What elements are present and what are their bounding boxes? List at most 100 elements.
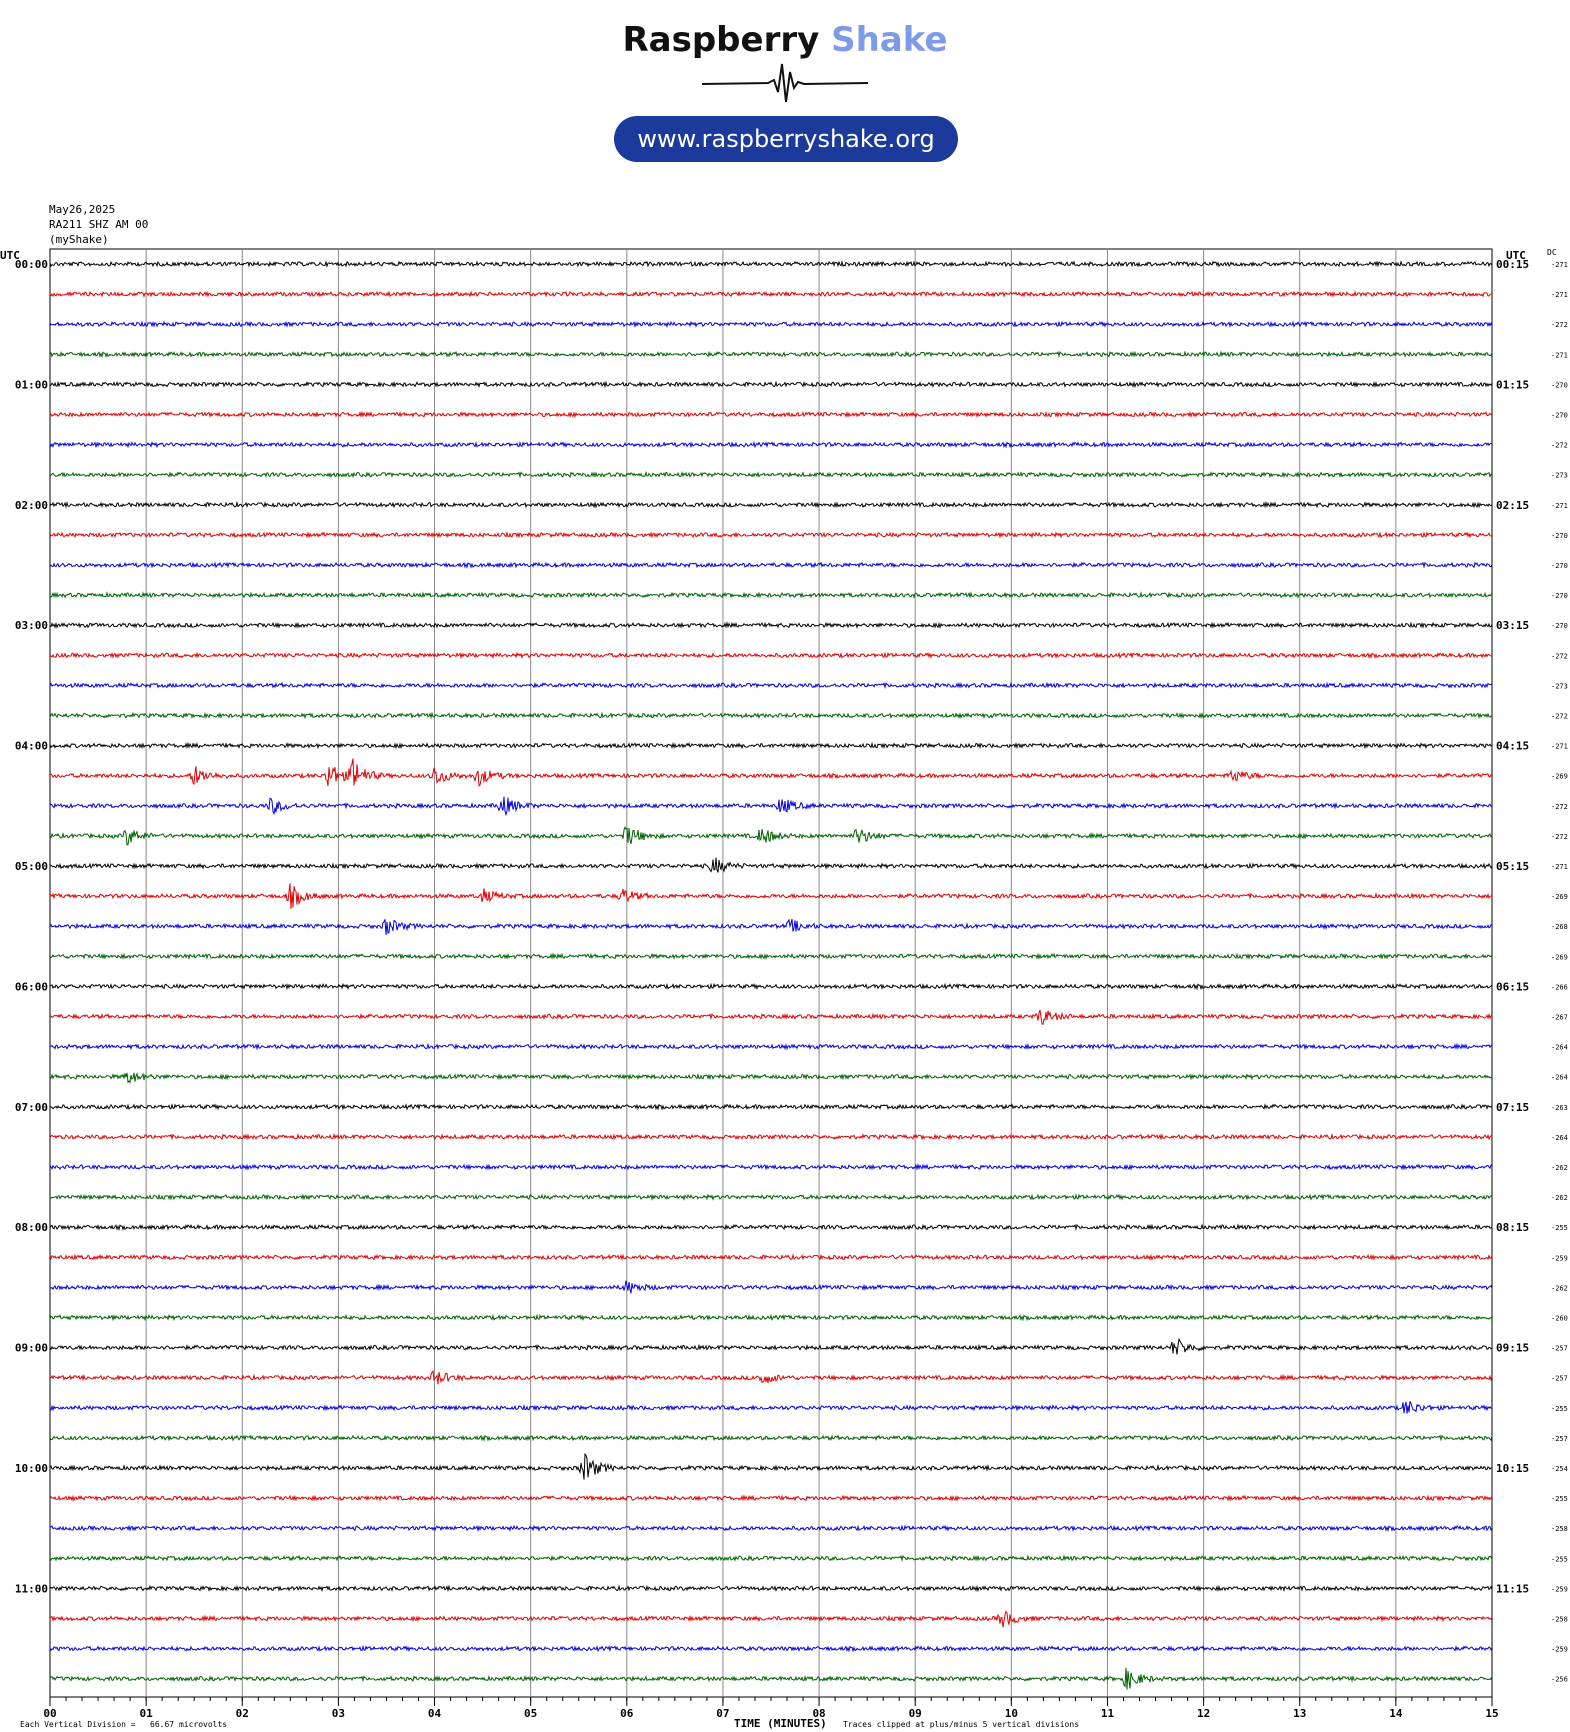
logo-brand-shake: Shake xyxy=(831,20,948,60)
seismic-trace xyxy=(49,1434,1493,1442)
seismic-trace xyxy=(49,1337,1493,1355)
seismic-trace xyxy=(49,1072,1493,1084)
seismic-trace xyxy=(49,1313,1493,1322)
seismic-trace xyxy=(49,681,1493,690)
dc-offset-label: -270 xyxy=(1551,381,1568,389)
left-time-label: 08:00 xyxy=(15,1221,48,1234)
seismic-trace xyxy=(49,1554,1493,1562)
x-tick-label: 01 xyxy=(140,1707,154,1720)
dc-offset-label: -263 xyxy=(1551,1104,1568,1112)
dc-offset-label: -267 xyxy=(1551,1014,1568,1022)
trace-group xyxy=(49,260,1493,1690)
plot-grid xyxy=(49,248,1493,1698)
x-tick-label: 07 xyxy=(716,1707,729,1720)
x-tick-label: 04 xyxy=(428,1707,442,1720)
dc-offset-label: -271 xyxy=(1551,291,1568,299)
dc-offset-label: -270 xyxy=(1551,412,1568,420)
dc-offset-label: -271 xyxy=(1551,351,1568,359)
website-link[interactable]: www.raspberryshake.org xyxy=(614,116,958,162)
dc-offset-label: -269 xyxy=(1551,953,1568,961)
station-code: RA211 SHZ AM 00 xyxy=(49,218,149,231)
seismic-trace xyxy=(49,1524,1493,1533)
right-time-label: 10:15 xyxy=(1496,1462,1529,1475)
seismic-trace xyxy=(49,1401,1493,1414)
right-time-label: 11:15 xyxy=(1496,1582,1529,1595)
dc-offset-label: -273 xyxy=(1551,472,1568,480)
left-utc-label: UTC xyxy=(0,249,20,262)
dc-offset-label: -268 xyxy=(1551,923,1568,931)
seismic-trace xyxy=(49,410,1493,419)
seismic-trace xyxy=(50,591,1493,599)
left-time-label: 05:00 xyxy=(15,860,48,873)
seismic-trace xyxy=(49,1667,1493,1690)
x-tick-label: 12 xyxy=(1197,1707,1210,1720)
right-time-label: 03:15 xyxy=(1496,619,1529,632)
right-time-label: 04:15 xyxy=(1496,740,1529,753)
dc-offset-label: -262 xyxy=(1551,1194,1568,1202)
seismic-trace xyxy=(49,1042,1493,1051)
x-tick-label: 06 xyxy=(620,1707,634,1720)
seismic-trace xyxy=(49,290,1493,298)
right-utc-label: UTC xyxy=(1506,249,1526,262)
dc-offset-label: -259 xyxy=(1551,1646,1568,1654)
seismic-trace xyxy=(49,380,1493,389)
dc-offset-label: -272 xyxy=(1551,652,1568,660)
logo-seismo-icon xyxy=(701,63,869,103)
seismic-trace xyxy=(49,952,1493,961)
dc-offset-label: -254 xyxy=(1551,1465,1568,1473)
x-tick-label: 00 xyxy=(43,1707,56,1720)
dc-offset-label: -262 xyxy=(1551,1284,1568,1292)
left-time-label: 04:00 xyxy=(15,740,48,753)
dc-offset-label: -273 xyxy=(1551,682,1568,690)
dc-offset-label: -257 xyxy=(1551,1375,1568,1383)
seismic-trace xyxy=(49,1280,1493,1294)
dc-offset-label: -257 xyxy=(1551,1345,1568,1353)
seismic-trace xyxy=(49,825,1493,846)
dc-offset-label: -260 xyxy=(1551,1315,1568,1323)
dc-offset-label: -266 xyxy=(1551,983,1568,991)
left-time-label: 01:00 xyxy=(15,378,48,391)
dc-offset-label: -271 xyxy=(1551,743,1568,751)
x-tick-label: 15 xyxy=(1485,1707,1498,1720)
dc-offset-label: -272 xyxy=(1551,713,1568,721)
right-time-label: 01:15 xyxy=(1496,378,1529,391)
seismic-trace xyxy=(49,918,1493,935)
seismic-trace xyxy=(49,1103,1493,1111)
seismic-trace xyxy=(49,883,1493,909)
seismic-trace xyxy=(49,1193,1493,1201)
logo-title: Raspberry Shake xyxy=(0,20,1570,60)
right-time-label: 02:15 xyxy=(1496,499,1529,512)
x-tick-label: 13 xyxy=(1293,1707,1306,1720)
dc-offset-label: -255 xyxy=(1551,1495,1568,1503)
x-tick-label: 09 xyxy=(909,1707,922,1720)
dc-offset-label: -271 xyxy=(1551,261,1568,269)
right-time-label: 06:15 xyxy=(1496,980,1529,993)
x-tick-label: 02 xyxy=(236,1707,249,1720)
seismic-trace xyxy=(49,1584,1493,1593)
seismic-trace xyxy=(49,796,1493,817)
seismic-trace xyxy=(49,531,1493,539)
clip-note: Traces clipped at plus/minus 5 vertical … xyxy=(843,1720,1079,1729)
right-time-label: 07:15 xyxy=(1496,1101,1529,1114)
plot-axes: 00 01 02 03 04 05 06 07 08 09 10 11 12 13 14 15 -271 00:0… xyxy=(15,258,1568,1720)
plot-date: May26,2025 xyxy=(49,203,116,216)
seismic-trace xyxy=(49,711,1493,720)
right-time-label: 08:15 xyxy=(1496,1221,1529,1234)
dc-offset-label: -262 xyxy=(1551,1164,1568,1172)
x-tick-label: 03 xyxy=(332,1707,345,1720)
left-time-label: 07:00 xyxy=(15,1101,48,1114)
seismic-trace xyxy=(49,1253,1493,1262)
dc-offset-label: -271 xyxy=(1551,502,1568,510)
left-time-label: 00:00 xyxy=(15,258,48,271)
seismic-trace xyxy=(49,982,1493,991)
right-time-label: 00:15 xyxy=(1496,258,1529,271)
x-tick-label: 14 xyxy=(1389,1707,1403,1720)
left-time-label: 09:00 xyxy=(15,1342,48,1355)
dc-offset-label: -255 xyxy=(1551,1224,1568,1232)
dc-offset-label: -255 xyxy=(1551,1555,1568,1563)
dc-offset-label: -269 xyxy=(1551,893,1568,901)
dc-offset-label: -264 xyxy=(1551,1134,1568,1142)
station-owner: (myShake) xyxy=(49,233,109,246)
dc-offset-label: -272 xyxy=(1551,833,1568,841)
